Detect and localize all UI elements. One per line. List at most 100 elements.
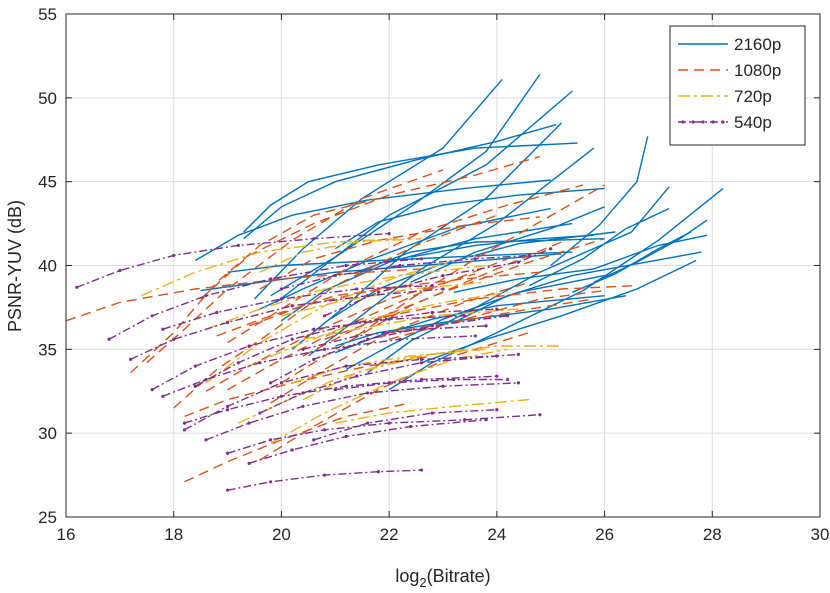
series-line-1080p [200, 155, 541, 300]
legend-marker [691, 120, 695, 124]
data-point [430, 411, 434, 415]
data-point [495, 307, 499, 311]
series-line-1080p [130, 197, 379, 374]
data-point [333, 387, 337, 392]
x-tick-label: 28 [703, 525, 722, 544]
data-point [150, 387, 154, 392]
data-point [322, 428, 327, 432]
series-line-1080p [388, 289, 605, 340]
series-line-720p [141, 238, 400, 297]
series-line-2160p [550, 136, 649, 267]
data-point [344, 263, 348, 268]
legend-marker [681, 120, 685, 124]
data-point [279, 381, 284, 385]
data-point [225, 320, 230, 325]
data-point [301, 347, 305, 351]
series-line-540p [184, 355, 497, 431]
x-axis-label: log2(Bitrate) [395, 566, 490, 590]
series-line-2160p [367, 186, 670, 374]
x-tick-label: 24 [487, 525, 506, 544]
series-line-1080p [184, 402, 411, 483]
data-point [247, 344, 251, 348]
data-point [355, 320, 359, 325]
series-line-540p [259, 353, 519, 414]
series-line-2160p [334, 187, 605, 250]
data-point [344, 384, 348, 388]
data-point [107, 337, 111, 341]
x-axis-ticks: 16 18 20 22 24 26 28 30 [57, 14, 829, 544]
data-point [387, 317, 391, 321]
series-line-2160p [593, 219, 708, 283]
y-tick-label: 55 [38, 5, 57, 24]
data-point [236, 361, 240, 365]
data-point [441, 287, 445, 291]
series-line-1080p [65, 268, 422, 322]
data-point [452, 377, 456, 382]
x-tick-label: 18 [164, 525, 183, 544]
data-point [301, 404, 305, 408]
x-tick-label: 20 [272, 525, 291, 544]
series-line-720p [205, 264, 487, 330]
legend-box [669, 25, 806, 146]
series-line-2160p [227, 251, 573, 273]
data-point [506, 314, 510, 318]
legend-label-2160p: 2160p [734, 35, 781, 54]
data-point [269, 480, 273, 484]
legend-marker [721, 120, 725, 124]
data-point [419, 468, 424, 472]
series-line-540p [324, 248, 551, 317]
data-point [236, 243, 240, 247]
series-line-720p [248, 291, 508, 367]
series-line-1080p [356, 184, 605, 337]
series-line-1080p [302, 238, 605, 357]
data-point [225, 488, 230, 492]
data-point [484, 324, 488, 328]
data-point [258, 361, 262, 365]
data-point [462, 314, 467, 318]
series-line-2160p [410, 206, 605, 283]
series-line-2160p [270, 73, 541, 297]
data-point [204, 438, 208, 442]
data-point [279, 287, 284, 291]
data-point [484, 418, 488, 422]
y-tick-label: 25 [38, 508, 57, 527]
legend-marker [701, 120, 705, 124]
data-point [247, 461, 251, 465]
data-point [495, 374, 499, 378]
data-point [506, 377, 510, 382]
data-point [129, 357, 133, 361]
data-point [495, 354, 499, 358]
data-point [516, 260, 521, 264]
legend-label-720p: 720p [734, 87, 772, 106]
series-line-540p [335, 378, 508, 391]
data-point [182, 428, 187, 432]
y-tick-label: 50 [38, 89, 57, 108]
legend: 2160p 1080p 720p 540p [669, 25, 806, 146]
data-point [290, 304, 294, 308]
series-line-2160p [356, 238, 605, 273]
series-line-540p [194, 308, 497, 387]
data-point [322, 347, 327, 351]
data-point [312, 357, 316, 361]
data-point [269, 381, 273, 385]
series-line-1080p [173, 214, 498, 409]
data-point [462, 418, 467, 422]
data-point [215, 310, 219, 315]
data-point [430, 310, 434, 315]
series-line-2160p [345, 274, 605, 371]
data-point [344, 434, 348, 439]
series-line-2160p [194, 179, 551, 262]
series-line-2160p [410, 234, 594, 258]
series-line-540p [302, 325, 487, 350]
y-tick-label: 30 [38, 424, 57, 443]
data-point [366, 391, 370, 395]
series-line-2160p [335, 295, 627, 347]
y-axis-label: PSNR-YUV (dB) [5, 200, 25, 332]
series-line-540p [184, 375, 497, 424]
data-point [516, 352, 521, 356]
series-line-1080p [205, 273, 476, 392]
y-tick-label: 35 [38, 340, 57, 359]
data-point [419, 257, 424, 261]
series-line-720p [335, 398, 530, 424]
